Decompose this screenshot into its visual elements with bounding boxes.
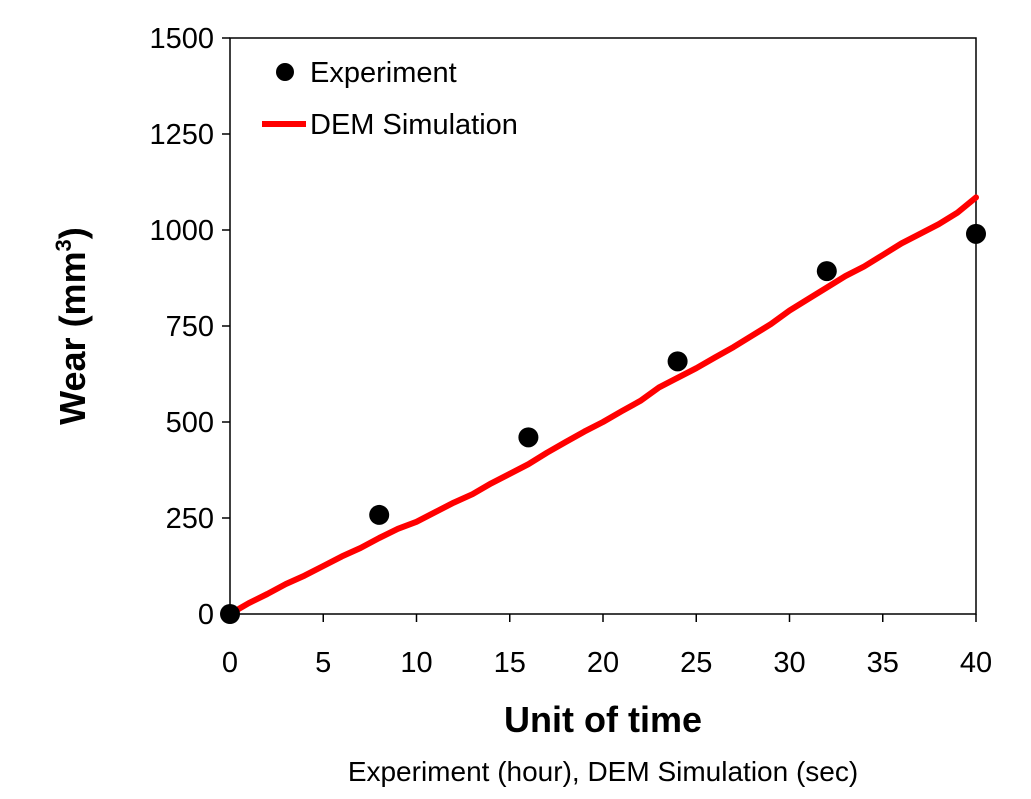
x-tick-label: 5	[315, 647, 331, 679]
y-tick-label: 1000	[149, 215, 214, 247]
y-axis-title-superscript: 3	[51, 239, 76, 251]
y-tick-label: 500	[166, 407, 214, 439]
x-tick-label: 0	[222, 647, 238, 679]
x-tick-label: 10	[400, 647, 432, 679]
experiment-point	[369, 504, 390, 525]
y-tick-label: 750	[166, 311, 214, 343]
legend-experiment-marker	[276, 63, 294, 81]
dem-simulation-series	[227, 194, 979, 617]
experiment-point	[966, 223, 986, 244]
y-tick-label: 250	[166, 503, 214, 535]
experiment-point	[220, 604, 240, 624]
experiment-series	[220, 223, 986, 624]
x-tick-label: 30	[773, 647, 805, 679]
y-tick-label: 1250	[149, 119, 214, 151]
dem-simulation-line	[227, 194, 979, 617]
x-tick-label: 35	[867, 647, 899, 679]
legend-dem-simulation-label: DEM Simulation	[310, 109, 518, 141]
axis-ticks: 0 250 500 750 1000 1250 1500 0 5 10 15 20 25 30 35 40	[149, 23, 992, 679]
y-axis-title-close: )	[52, 227, 93, 239]
y-tick-label: 0	[198, 599, 214, 631]
x-tick-label: 25	[680, 647, 712, 679]
legend: Experiment DEM Simulation	[262, 57, 518, 141]
legend-experiment-label: Experiment	[310, 57, 457, 89]
x-tick-label: 40	[960, 647, 992, 679]
x-axis-title: Unit of time	[504, 699, 702, 740]
y-axis-title-main: Wear (mm	[52, 251, 93, 424]
x-tick-label: 20	[587, 647, 619, 679]
experiment-point	[816, 261, 837, 282]
x-axis-subtitle: Experiment (hour), DEM Simulation (sec)	[348, 756, 858, 787]
experiment-point	[518, 427, 539, 448]
x-tick-label: 15	[494, 647, 526, 679]
y-tick-label: 1500	[149, 23, 214, 55]
y-axis-title: Wear (mm3)	[51, 227, 93, 425]
experiment-point	[667, 351, 688, 372]
